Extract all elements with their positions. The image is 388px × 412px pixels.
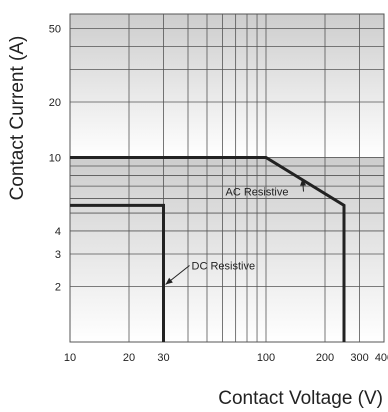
y-tick-label: 3: [55, 249, 61, 261]
x-axis-label: Contact Voltage (V): [218, 388, 383, 409]
gridlines: [70, 14, 384, 342]
annotation-label: AC Resistive: [226, 187, 289, 199]
series-line-ac-resistive: [70, 156, 346, 342]
x-tick-labels: 10 20 30 100 200 300 400: [64, 352, 388, 364]
y-tick-label: 50: [49, 24, 61, 36]
y-tick-labels: 2 3 4 10 20 50: [49, 24, 61, 294]
annotations-layer: AC Resistive DC Resistive: [165, 178, 307, 285]
shade-band-2: [70, 14, 384, 158]
x-tick-label: 20: [123, 352, 135, 364]
background-bands: [70, 14, 384, 342]
y-axis-label: Contact Current (A): [7, 36, 28, 201]
shade-band-1: [70, 157, 384, 342]
x-tick-label: 30: [157, 352, 169, 364]
y-tick-label: 2: [55, 281, 61, 293]
plot-frame: [69, 13, 385, 343]
x-tick-label: 400: [375, 352, 388, 364]
y-tick-label: 4: [55, 226, 61, 238]
x-tick-label: 200: [316, 352, 334, 364]
x-tick-label: 300: [350, 352, 368, 364]
annotation-label: DC Resistive: [192, 260, 256, 272]
annotation-arrowhead: [165, 277, 173, 285]
annotation-arrowhead: [300, 178, 307, 186]
y-tick-label: 20: [49, 97, 61, 109]
x-tick-label: 100: [257, 352, 275, 364]
x-tick-label: 10: [64, 352, 76, 364]
y-tick-label: 10: [49, 153, 61, 165]
series-line-dc-resistive: [70, 203, 165, 342]
series-layer: [70, 156, 346, 342]
